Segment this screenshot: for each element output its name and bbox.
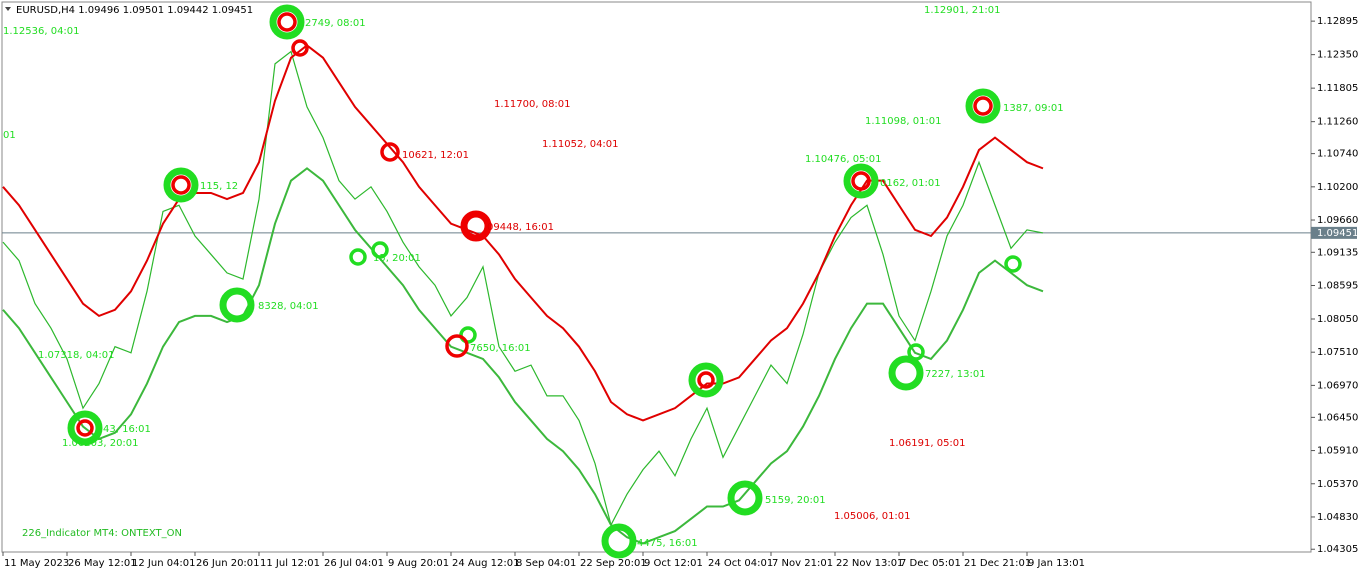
x-tick-label: 9 Oct 12:01 <box>644 558 703 569</box>
marker-ring <box>76 419 94 437</box>
y-tick-label: 1.04830 <box>1317 512 1358 523</box>
y-tick-label: 1.04305 <box>1317 544 1358 555</box>
y-tick-label: 1.12895 <box>1317 16 1358 27</box>
x-tick-label: 11 Jul 12:01 <box>260 558 320 569</box>
marker-ring <box>888 355 924 391</box>
y-tick-label: 1.08595 <box>1317 280 1358 291</box>
y-tick-label: 1.10740 <box>1317 149 1358 160</box>
marker-ring <box>965 88 1001 124</box>
x-tick-label: 22 Sep 20:01 <box>580 558 647 569</box>
y-tick-label: 1.11805 <box>1317 83 1358 94</box>
y-tick-label: 1.06970 <box>1317 380 1358 391</box>
annotation: 0162, 01:01 <box>880 178 941 189</box>
marker-ring <box>1004 255 1022 273</box>
annotation: 1.05006, 01:01 <box>834 511 911 522</box>
y-tick-label: 1.12350 <box>1317 50 1358 61</box>
x-tick-label: 24 Oct 04:01 <box>708 558 773 569</box>
marker-ring <box>697 371 715 389</box>
annotation: 1.12901, 21:01 <box>924 5 1001 16</box>
plot-frame <box>1 1 1312 553</box>
marker-ring <box>277 12 297 32</box>
marker-ring <box>445 334 469 358</box>
annotation: 43, 16:01 <box>103 424 151 435</box>
annotation: 10621, 12:01 <box>402 150 469 161</box>
annotation: 115, 12 <box>200 181 238 192</box>
marker-ring <box>688 362 724 398</box>
annotation: 1387, 09:01 <box>1003 103 1064 114</box>
y-tick-label: 1.07510 <box>1317 347 1358 358</box>
marker-ring <box>171 175 191 195</box>
chart-title: EURUSD,H4 1.09496 1.09501 1.09442 1.0945… <box>16 5 253 16</box>
annotation: 1.12536, 04:01 <box>3 26 80 37</box>
annotation: 7227, 13:01 <box>925 369 986 380</box>
x-tick-label: 8 Sep 04:01 <box>516 558 576 569</box>
y-tick-label: 1.09135 <box>1317 247 1358 258</box>
annotation: 5159, 20:01 <box>765 495 826 506</box>
annotation: 1.11052, 04:01 <box>542 139 619 150</box>
x-tick-label: 7 Dec 05:01 <box>900 558 961 569</box>
x-tick-label: 26 May 12:01 <box>68 558 137 569</box>
x-tick-label: 26 Jun 20:01 <box>196 558 260 569</box>
marker-ring <box>460 210 492 242</box>
marker-ring <box>851 171 871 191</box>
marker-ring <box>163 167 199 203</box>
annotation: 1.06191, 05:01 <box>889 438 966 449</box>
y-tick-label: 1.05910 <box>1317 446 1358 457</box>
annotation: 1.11098, 01:01 <box>865 116 942 127</box>
y-tick-label: 1.05370 <box>1317 479 1358 490</box>
band-line <box>2 167 1044 545</box>
y-tick-label: 1.09660 <box>1317 215 1358 226</box>
annotation: 1.07318, 04:01 <box>38 350 115 361</box>
annotation: 15, 20:01 <box>373 253 421 264</box>
marker-ring <box>219 287 255 323</box>
annotation: 8328, 04:01 <box>258 301 319 312</box>
annotation: 1.11700, 08:01 <box>494 99 571 110</box>
x-tick-label: 26 Jul 04:01 <box>324 558 384 569</box>
marker-ring <box>349 248 367 266</box>
marker-ring <box>601 523 637 559</box>
marker-ring <box>380 142 400 162</box>
marker-ring <box>371 241 389 259</box>
y-tick-label: 1.11260 <box>1317 117 1358 128</box>
annotation: 1.06203, 20:01 <box>62 438 139 449</box>
x-tick-label: 9 Aug 20:01 <box>388 558 449 569</box>
x-tick-label: 11 May 2023 <box>4 558 69 569</box>
x-tick-label: 7 Nov 21:01 <box>772 558 833 569</box>
y-tick-label: 1.10200 <box>1317 182 1358 193</box>
annotation: 4475, 16:01 <box>637 538 698 549</box>
annotation: 01 <box>3 130 16 141</box>
x-tick-label: 21 Dec 21:01 <box>964 558 1031 569</box>
marker-ring <box>973 96 993 116</box>
annotation: 2749, 08:01 <box>305 18 366 29</box>
x-tick-label: 12 Jun 04:01 <box>132 558 196 569</box>
annotation: 7650, 16:01 <box>470 343 531 354</box>
x-tick-label: 22 Nov 13:01 <box>836 558 903 569</box>
title-arrow <box>5 7 11 11</box>
y-tick-label: 1.08050 <box>1317 314 1358 325</box>
marker-ring <box>843 163 879 199</box>
annotation: 1.10476, 05:01 <box>805 154 882 165</box>
annotation: 226_Indicator MT4: ONTEXT_ON <box>22 528 182 539</box>
current-price-box <box>1311 226 1357 239</box>
marker-ring <box>291 39 309 57</box>
annotation: 09448, 16:01 <box>487 222 554 233</box>
x-tick-label: 24 Aug 12:01 <box>452 558 519 569</box>
price-line <box>2 50 1044 527</box>
marker-ring <box>907 343 925 361</box>
y-tick-label: 1.06450 <box>1317 412 1358 423</box>
marker-ring <box>727 480 763 516</box>
marker-ring <box>269 4 305 40</box>
current-price-label: 1.09451 <box>1317 228 1358 239</box>
x-tick-label: 9 Jan 13:01 <box>1028 558 1085 569</box>
marker-ring <box>67 410 103 446</box>
